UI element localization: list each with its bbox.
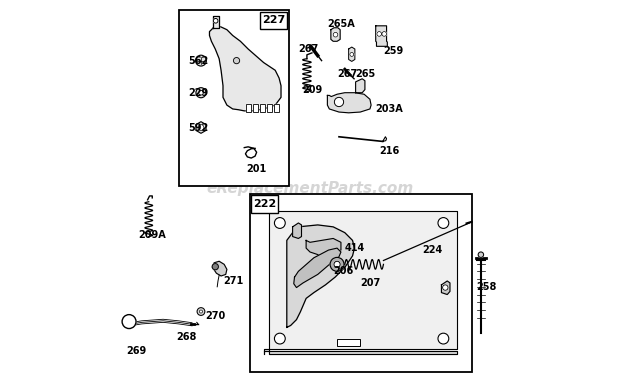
Text: 267: 267 bbox=[337, 69, 357, 79]
Text: 271: 271 bbox=[223, 276, 243, 286]
Polygon shape bbox=[287, 225, 355, 327]
Circle shape bbox=[438, 218, 449, 229]
Circle shape bbox=[382, 32, 386, 36]
Circle shape bbox=[234, 57, 240, 64]
Text: 267: 267 bbox=[298, 44, 319, 54]
Circle shape bbox=[377, 32, 381, 36]
Bar bbox=[260, 104, 265, 112]
Bar bbox=[253, 104, 258, 112]
Bar bbox=[246, 104, 251, 112]
Text: 209: 209 bbox=[303, 85, 322, 95]
Text: 414: 414 bbox=[345, 243, 365, 253]
Polygon shape bbox=[294, 248, 341, 288]
Circle shape bbox=[438, 333, 449, 344]
Circle shape bbox=[443, 285, 448, 290]
Text: 269: 269 bbox=[126, 346, 146, 355]
Text: eReplacementParts.com: eReplacementParts.com bbox=[206, 181, 414, 196]
Polygon shape bbox=[213, 261, 227, 276]
Text: 209A: 209A bbox=[138, 230, 166, 240]
Circle shape bbox=[478, 252, 484, 257]
Polygon shape bbox=[293, 223, 301, 239]
Text: 265A: 265A bbox=[327, 19, 355, 29]
Circle shape bbox=[334, 97, 343, 107]
Polygon shape bbox=[441, 281, 450, 294]
Bar bbox=[251, 195, 278, 213]
Circle shape bbox=[196, 88, 206, 98]
Polygon shape bbox=[376, 26, 388, 46]
Text: 222: 222 bbox=[253, 199, 277, 209]
Text: 265: 265 bbox=[356, 69, 376, 79]
Text: 259: 259 bbox=[383, 46, 404, 56]
Text: 562: 562 bbox=[188, 55, 208, 66]
Bar bbox=[267, 104, 272, 112]
Bar bbox=[274, 104, 278, 112]
Text: 270: 270 bbox=[206, 311, 226, 321]
Circle shape bbox=[330, 257, 344, 271]
Bar bbox=[179, 10, 289, 186]
Text: 224: 224 bbox=[422, 245, 442, 255]
Polygon shape bbox=[196, 122, 206, 133]
Text: 229: 229 bbox=[188, 88, 208, 98]
Circle shape bbox=[198, 90, 203, 95]
Circle shape bbox=[212, 263, 218, 270]
Bar bbox=[260, 12, 287, 29]
Bar bbox=[337, 339, 360, 346]
Circle shape bbox=[333, 32, 338, 37]
Text: 207: 207 bbox=[360, 278, 381, 288]
Circle shape bbox=[200, 310, 203, 313]
Circle shape bbox=[377, 32, 381, 36]
Circle shape bbox=[350, 52, 353, 56]
Circle shape bbox=[213, 19, 218, 23]
Polygon shape bbox=[331, 28, 340, 41]
Text: 258: 258 bbox=[476, 282, 497, 292]
Polygon shape bbox=[327, 93, 371, 113]
Polygon shape bbox=[270, 211, 457, 349]
Polygon shape bbox=[356, 79, 365, 93]
Polygon shape bbox=[348, 47, 355, 61]
Text: 268: 268 bbox=[177, 332, 197, 342]
Bar bbox=[250, 194, 472, 372]
Circle shape bbox=[198, 125, 204, 130]
Bar bbox=[260, 104, 265, 112]
Text: 227: 227 bbox=[262, 16, 285, 25]
Circle shape bbox=[197, 308, 205, 315]
Text: 216: 216 bbox=[379, 147, 400, 156]
Circle shape bbox=[275, 218, 285, 229]
Circle shape bbox=[334, 261, 340, 267]
Text: 592: 592 bbox=[188, 123, 208, 133]
Circle shape bbox=[126, 319, 132, 325]
Bar bbox=[246, 104, 251, 112]
Polygon shape bbox=[210, 26, 281, 111]
Circle shape bbox=[122, 315, 136, 329]
Text: 206: 206 bbox=[333, 266, 353, 276]
Bar bbox=[253, 104, 258, 112]
Circle shape bbox=[275, 333, 285, 344]
Bar bbox=[337, 339, 360, 346]
Bar bbox=[267, 104, 272, 112]
Polygon shape bbox=[213, 16, 219, 28]
Bar bbox=[274, 104, 278, 112]
Text: 203A: 203A bbox=[376, 104, 404, 114]
Polygon shape bbox=[306, 239, 341, 256]
Circle shape bbox=[195, 55, 206, 66]
Polygon shape bbox=[264, 349, 457, 355]
Text: 201: 201 bbox=[246, 164, 267, 174]
